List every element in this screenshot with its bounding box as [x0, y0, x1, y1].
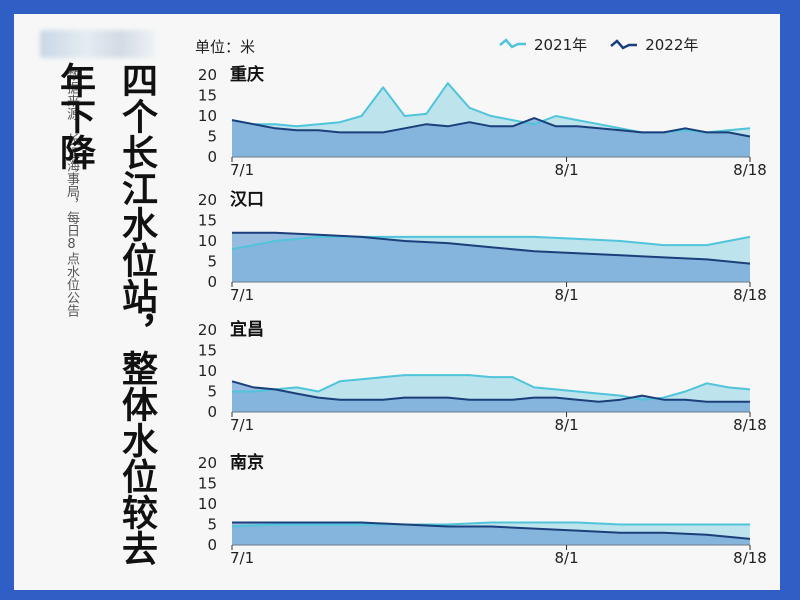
series-area-2022	[232, 232, 750, 282]
x-tick-label: 8/18	[733, 416, 767, 434]
x-tick-label: 7/1	[230, 416, 254, 434]
x-tick-label: 7/1	[230, 161, 254, 179]
x-tick-label: 8/1	[554, 416, 578, 434]
legend-label-2021: 2021年	[534, 36, 588, 54]
y-tick-label: 5	[207, 516, 217, 534]
x-tick-label: 8/18	[733, 286, 767, 304]
y-tick-label: 20	[198, 454, 217, 472]
x-tick-label: 7/1	[230, 286, 254, 304]
headline: 四个长江水位站，整体水位较去年下降	[54, 62, 157, 566]
y-tick-label: 20	[198, 321, 217, 339]
unit-label: 单位：米	[195, 38, 256, 56]
chart-panel-3: 20 15 10 5 0 宜昌 7/1 8/1 8/18	[198, 319, 767, 434]
series-area-2022	[232, 522, 750, 545]
chart-panel-2: 20 15 10 5 0 汉口 7/1 8/1 8/18	[198, 190, 767, 304]
legend-label-2022: 2022年	[645, 36, 699, 54]
series-area-2022	[232, 381, 750, 412]
x-tick-label: 8/1	[554, 286, 578, 304]
series-line-2022	[232, 521, 751, 540]
chart-title: 宜昌	[230, 319, 264, 340]
y-tick-label: 5	[207, 253, 217, 271]
series-line-2022	[231, 117, 751, 138]
y-tick-label: 10	[198, 232, 217, 250]
chart-panel-1: 20 15 10 5 0 重庆 7/1 8/1 8/18	[198, 64, 767, 179]
series-line-2022	[231, 380, 750, 403]
y-tick-label: 0	[207, 403, 217, 421]
y-tick-label: 0	[207, 148, 217, 166]
y-tick-label: 10	[198, 107, 217, 125]
y-tick-label: 10	[198, 362, 217, 380]
y-tick-label: 15	[198, 212, 217, 230]
legend-item-2021: 2021年	[498, 34, 587, 55]
series-line-2021	[231, 235, 751, 251]
series-line-2021	[232, 374, 751, 401]
source-note: 数据来源：长江海事局，每日8点水位公告	[64, 68, 79, 317]
y-tick-label: 20	[198, 191, 217, 209]
y-tick-label: 0	[207, 273, 217, 291]
series-line-2021	[231, 521, 750, 528]
y-tick-label: 15	[198, 87, 217, 105]
legend-swatch-2021	[499, 37, 526, 49]
chart-title: 南京	[230, 452, 264, 473]
y-tick-label: 0	[207, 536, 217, 554]
y-tick-label: 15	[198, 475, 217, 493]
y-tick-label: 15	[198, 342, 217, 360]
legend-item-2022: 2022年	[609, 34, 698, 55]
y-tick-label: 5	[207, 383, 217, 401]
x-tick-label: 8/18	[733, 549, 767, 567]
y-tick-label: 5	[207, 128, 217, 146]
legend: 2021年 2022年	[498, 34, 698, 55]
x-tick-label: 8/18	[733, 161, 767, 179]
series-line-2022	[232, 231, 751, 265]
y-tick-label: 10	[198, 495, 217, 513]
chart-title: 汉口	[230, 190, 264, 210]
x-tick-label: 7/1	[230, 549, 254, 567]
blurred-logo	[40, 30, 155, 58]
chart-title: 重庆	[230, 64, 264, 85]
y-tick-label: 20	[198, 66, 217, 84]
series-area-2022	[232, 118, 750, 157]
chart-panel-4: 20 15 10 5 0 南京 7/1 8/1 8/18	[198, 452, 767, 567]
x-tick-label: 8/1	[554, 549, 578, 567]
legend-swatch-2022	[610, 38, 638, 50]
x-tick-label: 8/1	[554, 161, 578, 179]
